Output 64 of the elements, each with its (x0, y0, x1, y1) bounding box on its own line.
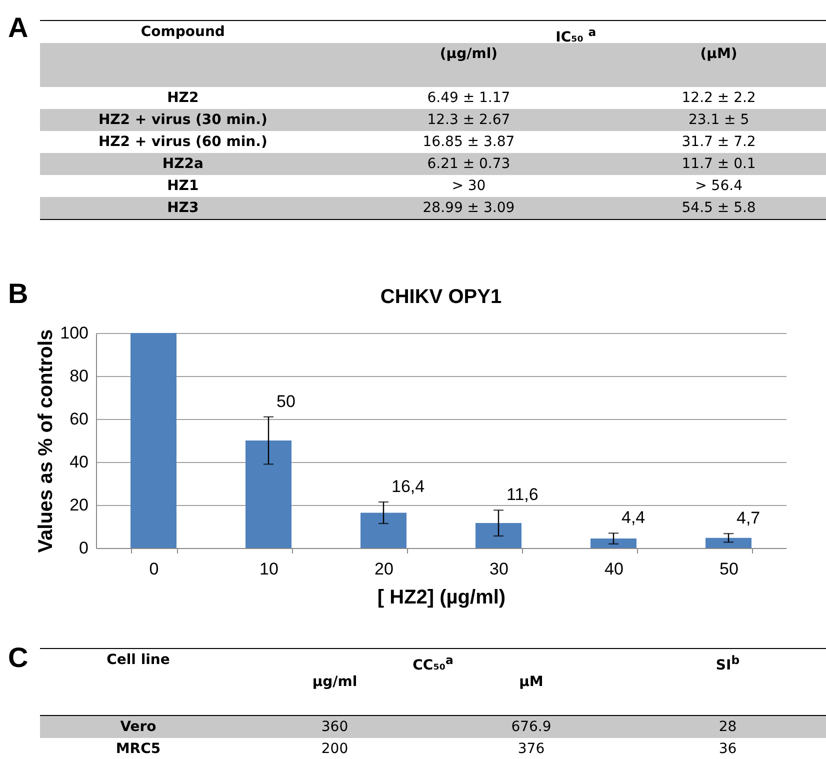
text: A (8, 12, 28, 44)
x-tick-label: 40 (604, 560, 624, 578)
x-axis-title: [ HZ2] (µg/ml) (377, 586, 506, 608)
text: µM (519, 674, 544, 690)
text: Cell line (106, 651, 171, 670)
y-tick-label: 0 (79, 538, 88, 558)
text: 31.7 ± 7.2 (680, 133, 757, 152)
text: µg/ml (312, 674, 358, 690)
text: IC₅₀ $^{a}$ (554, 24, 598, 46)
text: 36 (718, 740, 738, 759)
text: > 56.4 (694, 177, 744, 196)
y-tick-label: 60 (70, 410, 88, 428)
text: CC₅₀$^{a}$ (412, 652, 454, 674)
text: > 30 (450, 177, 487, 196)
y-axis-title: Values as % of controls (35, 329, 58, 553)
y-tick-label: 20 (70, 496, 88, 514)
text: Compound (140, 23, 226, 42)
y-tick-label: 100 (60, 324, 88, 342)
text: 28 (630, 716, 826, 738)
text: 28.99 ± 3.09 (326, 197, 612, 219)
bar (246, 440, 292, 548)
text: 12.3 ± 2.67 (326, 109, 612, 131)
data-label: 11,6 (506, 485, 538, 504)
text: 23.1 ± 5 (612, 109, 826, 131)
data-label: 16,4 (392, 476, 425, 496)
bar (360, 512, 406, 548)
text: 12.2 ± 2.2 (680, 89, 757, 108)
text: 376 (516, 740, 546, 759)
text: HZ2a (40, 153, 326, 175)
text: SI$^{b}$ (714, 652, 741, 674)
x-tick-label: 0 (149, 560, 159, 578)
y-tick-label: 40 (70, 452, 88, 472)
text: B (8, 278, 28, 310)
text: Vero (40, 716, 236, 738)
text: HZ3 (40, 197, 326, 219)
text: 16.85 ± 3.87 (422, 133, 516, 152)
text: MRC5 (114, 740, 162, 759)
text: 11.7 ± 0.1 (612, 153, 826, 175)
x-tick-label: 30 (490, 560, 508, 578)
text: 676.9 (433, 716, 630, 738)
data-label: 4,7 (736, 508, 760, 528)
text: 200 (320, 740, 350, 759)
bar (706, 538, 752, 548)
text: HZ1 (166, 177, 200, 196)
text: (µg/ml) (440, 46, 498, 62)
text: 54.5 ± 5.8 (612, 197, 826, 219)
chart-title: CHIKV OPY1 (380, 286, 502, 308)
bar (590, 538, 636, 548)
bar (130, 333, 176, 548)
data-label: 4,4 (622, 508, 646, 528)
text: HZ2 + virus (60 min.) (97, 133, 268, 152)
y-tick-label: 80 (70, 366, 88, 386)
text: (µM) (612, 43, 826, 65)
data-label: 50 (276, 392, 296, 411)
text: HZ2 + virus (30 min.) (40, 109, 326, 131)
x-tick-label: 10 (260, 560, 278, 578)
text: 6.49 ± 1.17 (426, 89, 512, 108)
text: 6.21 ± 0.73 (326, 153, 612, 175)
x-tick-label: 50 (720, 560, 738, 578)
x-tick-label: 20 (374, 560, 394, 578)
bar (476, 523, 522, 548)
text: 360 (236, 716, 433, 738)
text: C (8, 642, 28, 674)
text: HZ2 (166, 89, 200, 108)
